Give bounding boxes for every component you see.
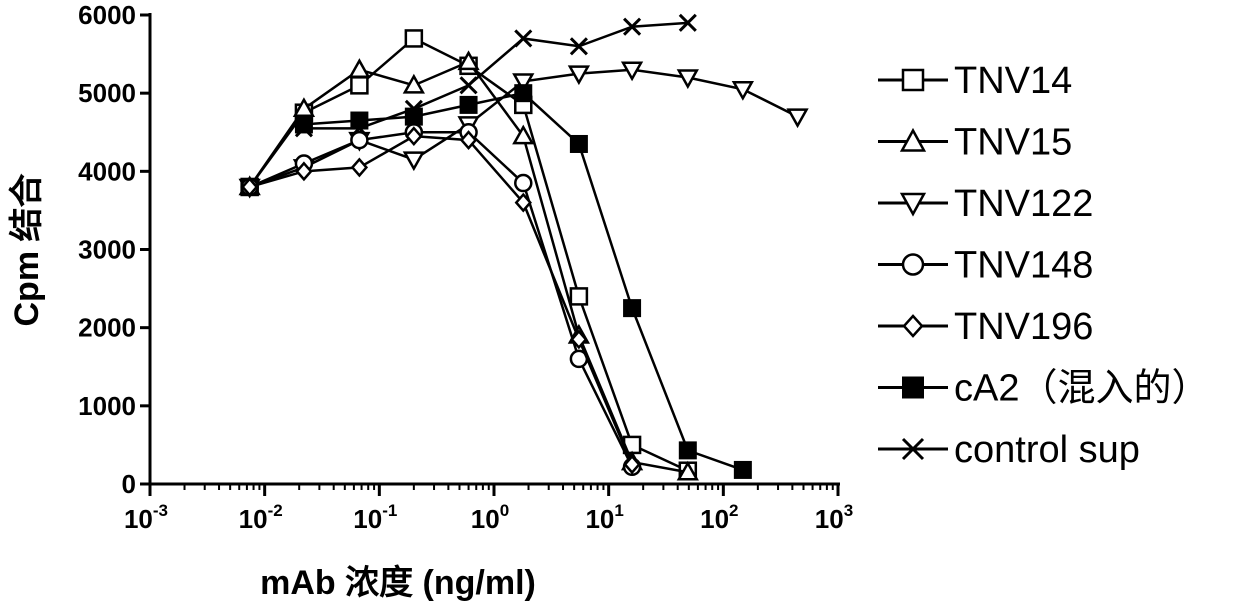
data-point xyxy=(735,462,751,478)
x-tick-label: 10-2 xyxy=(239,501,283,534)
data-point xyxy=(571,288,587,304)
y-tick-label: 4000 xyxy=(78,156,136,186)
series-layer xyxy=(241,15,807,479)
data-point xyxy=(571,136,587,152)
series-line xyxy=(304,93,743,470)
x-tick-label: 102 xyxy=(700,501,738,534)
axes: 0 1000 2000 3000 4000 5000 6000 10-3 10-2 10-1 100… xyxy=(78,0,853,534)
legend-marker xyxy=(903,70,923,90)
y-tick-label: 6000 xyxy=(78,0,136,30)
x-tick-label: 101 xyxy=(585,501,623,534)
legend-label: TNV15 xyxy=(954,122,1072,164)
legend-marker xyxy=(903,255,923,275)
legend-item: cA2（混入的） xyxy=(878,368,1209,410)
data-point xyxy=(515,175,531,191)
x-tick-label: 10-1 xyxy=(353,501,397,534)
y-tick-label: 5000 xyxy=(78,78,136,108)
data-point xyxy=(461,97,477,113)
data-point xyxy=(406,30,422,46)
legend-label: TNV148 xyxy=(954,245,1093,287)
legend: TNV14 TNV15 TNV122 TNV148 TNV196 cA2（混入的） cont… xyxy=(878,60,1209,471)
x-axis-title: mAb 浓度 (ng/ml) xyxy=(260,564,536,602)
legend-marker xyxy=(904,316,922,336)
x-tick-label: 100 xyxy=(471,501,509,534)
y-tick-label: 2000 xyxy=(78,313,136,343)
legend-label: TNV122 xyxy=(954,183,1093,225)
legend-label: TNV196 xyxy=(954,306,1093,348)
data-point xyxy=(352,159,366,175)
legend-item: control sup xyxy=(878,429,1140,471)
data-point xyxy=(734,82,752,98)
x-tick-label: 10-3 xyxy=(124,501,168,534)
data-point xyxy=(680,442,696,458)
y-tick-label: 3000 xyxy=(78,235,136,265)
y-axis-title: Cpm 结合 xyxy=(8,174,46,327)
legend-item: TNV196 xyxy=(878,306,1093,348)
legend-label: TNV14 xyxy=(954,60,1072,102)
data-point xyxy=(789,110,807,126)
legend-label: control sup xyxy=(954,429,1140,471)
y-tick-label: 0 xyxy=(122,469,136,499)
data-point xyxy=(461,77,477,93)
data-point xyxy=(351,77,367,93)
legend-label: cA2（混入的） xyxy=(954,368,1209,410)
data-point xyxy=(515,85,531,101)
legend-item: TNV14 xyxy=(878,60,1072,102)
legend-item: TNV148 xyxy=(878,245,1093,287)
legend-marker xyxy=(903,378,923,398)
legend-item: TNV122 xyxy=(878,183,1093,225)
data-point xyxy=(405,153,423,169)
x-tick-label: 103 xyxy=(815,501,853,534)
y-tick-label: 1000 xyxy=(78,391,136,421)
data-point xyxy=(624,300,640,316)
legend-item: TNV15 xyxy=(878,122,1072,164)
data-point xyxy=(350,61,368,77)
